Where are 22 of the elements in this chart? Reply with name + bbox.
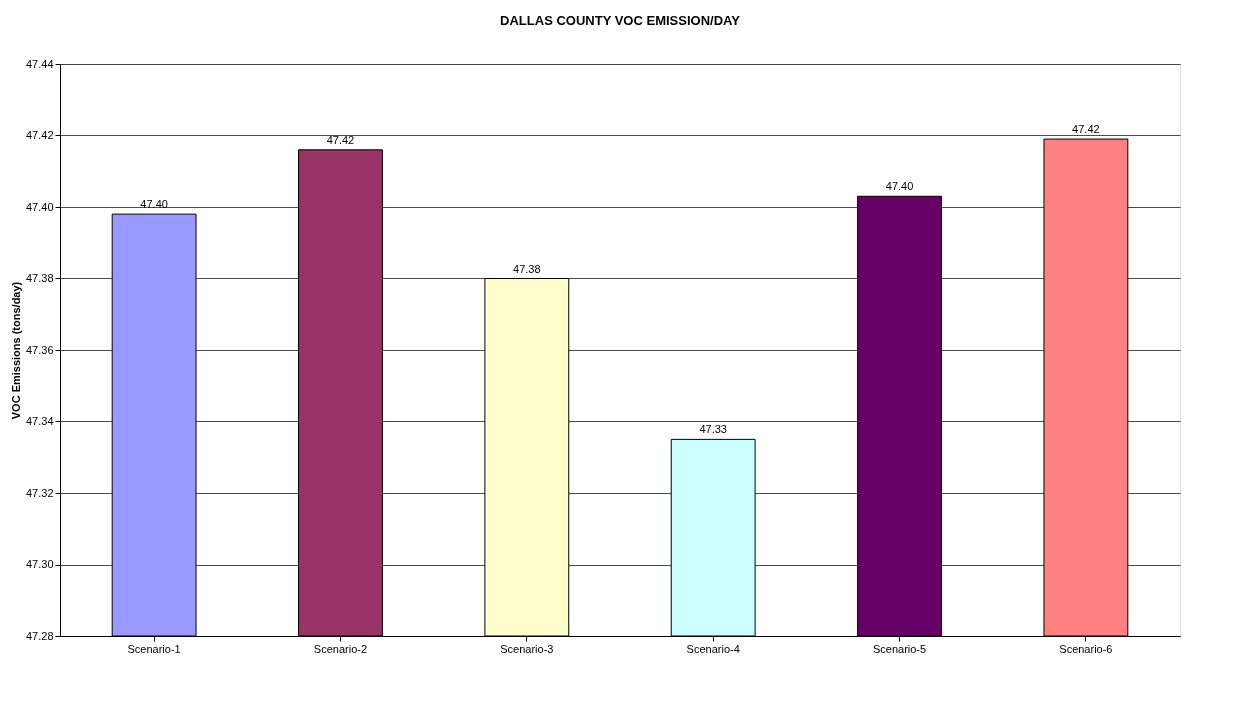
y-tick-label: 47.44: [25, 57, 54, 70]
x-tick-label: Scenario-1: [127, 642, 181, 655]
data-label: 47.42: [326, 133, 355, 146]
x-tick-label: Scenario-5: [872, 642, 927, 655]
y-axis-title: VOC Emissions (tons/day): [9, 281, 22, 420]
y-tick-label: 47.40: [25, 200, 54, 213]
y-tick-label: 47.28: [25, 629, 54, 642]
y-tick-label: 47.42: [25, 129, 54, 141]
y-tick-label: 47.36: [25, 343, 54, 356]
chart-title: DALLAS COUNTY VOC EMISSION/DAY: [500, 13, 741, 28]
x-tick-label: Scenario-2: [313, 642, 368, 655]
x-tick-label: Scenario-6: [1059, 642, 1113, 655]
data-label: 47.42: [1072, 123, 1100, 136]
data-label: 47.33: [699, 423, 727, 436]
y-tick-label: 47.38: [25, 272, 54, 284]
data-label: 47.40: [885, 180, 914, 193]
x-tick-label: Scenario-3: [500, 642, 554, 655]
data-label: 47.38: [513, 262, 541, 275]
y-tick-label: 47.30: [25, 558, 54, 570]
y-tick-label: 47.32: [25, 486, 54, 499]
x-tick-label: Scenario-4: [686, 642, 740, 655]
y-tick-label: 47.34: [25, 415, 54, 427]
